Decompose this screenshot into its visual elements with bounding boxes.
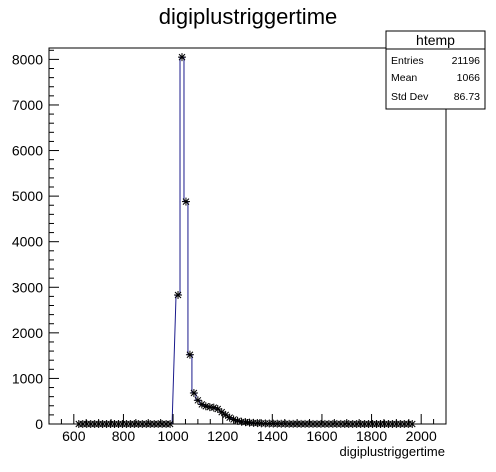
x-tick-label: 600 [62,428,86,444]
y-tick-label: 2000 [12,325,43,341]
x-tick-label: 1400 [257,428,288,444]
bin-marker [174,291,183,300]
x-tick-label: 800 [112,428,136,444]
bin-marker [189,389,198,398]
x-tick-label: 1200 [207,428,238,444]
bin-marker [213,404,222,413]
marker-stroke [218,408,226,416]
stats-value-stddev: 86.73 [454,91,480,103]
bin-marker [181,197,190,206]
bin-marker [177,53,186,62]
y-tick-label: 5000 [12,188,43,204]
marker-stroke [214,405,222,413]
x-tick-label: 2000 [406,428,437,444]
marker-stroke [194,396,202,404]
stats-box: htemp Entries 21196 Mean 1066 Std Dev 86… [385,30,486,110]
y-tick-label: 1000 [12,370,43,386]
marker-stroke [226,414,233,421]
stats-box-title: htemp [416,32,455,48]
stats-label-mean: Mean [391,72,417,84]
x-axis-label: digiplustriggertime [340,444,446,459]
y-tick-label: 3000 [12,279,43,295]
stats-box-frame [385,30,486,110]
y-tick-label: 8000 [12,51,43,67]
marker-stroke [174,291,182,299]
marker-stroke [230,416,237,423]
histogram-outline [76,56,415,425]
chart-title: digiplustriggertime [159,4,338,29]
y-tick-label: 0 [35,416,43,432]
marker-stroke [182,198,190,205]
plot-area [74,53,417,428]
stats-label-entries: Entries [391,55,424,67]
marker-stroke [190,389,198,397]
y-tick-label: 7000 [12,97,43,113]
x-tick-label: 1600 [306,428,337,444]
bin-marker [185,350,194,359]
marker-stroke [178,53,186,61]
x-tick-label: 1800 [356,428,387,444]
x-tick-label: 1000 [157,428,188,444]
x-axis: 600 800 1000 1200 1400 1600 1800 2000 [48,414,447,444]
marker-stroke [222,411,230,419]
marker-stroke [198,401,206,408]
marker-stroke [202,402,210,410]
y-axis: 0 1000 2000 3000 4000 5000 6000 7000 8000 [12,49,59,432]
y-tick-label: 6000 [12,143,43,159]
stats-value-mean: 1066 [457,72,481,84]
y-tick-label: 4000 [12,234,43,250]
stats-label-stddev: Std Dev [391,91,429,103]
marker-stroke [210,404,218,411]
stats-value-entries: 21196 [452,55,481,67]
marker-stroke [186,351,194,359]
